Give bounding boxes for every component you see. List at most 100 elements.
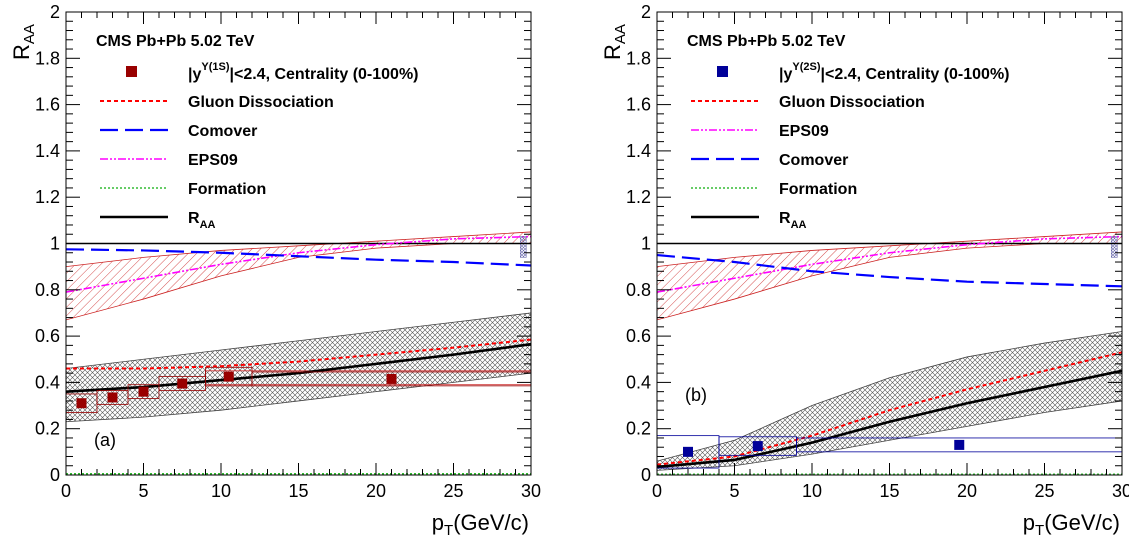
y-tick-label: 0.2 xyxy=(626,419,651,439)
x-tick-label: 5 xyxy=(729,481,739,501)
y-tick-label: 1.8 xyxy=(626,48,651,68)
y-axis-label: RAA xyxy=(600,24,629,60)
x-tick-label: 25 xyxy=(443,481,463,501)
eps09-band xyxy=(657,231,1122,321)
panel-label: (a) xyxy=(94,430,116,450)
x-tick-label: 0 xyxy=(652,481,662,501)
y-tick-label: 1.2 xyxy=(35,187,60,207)
y-tick-label: 0.4 xyxy=(35,372,60,392)
x-axis-label: pT(GeV/c) xyxy=(1023,510,1120,537)
data-point xyxy=(386,373,397,384)
x-tick-label: 10 xyxy=(802,481,822,501)
x-tick-label: 10 xyxy=(211,481,231,501)
raa-curve xyxy=(657,369,1122,469)
x-tick-label: 30 xyxy=(1112,481,1129,501)
legend-data-label: |yΥ(1S)|<2.4, Centrality (0-100%) xyxy=(188,61,419,83)
panel-b: 0 5 10 15 20 25 30 0 0.2 0.4 0.6 0.8 1 1.2 1.4 1.6 1.8 2 p… xyxy=(600,2,1129,537)
y-tick-label: 0.6 xyxy=(35,326,60,346)
legend-data-label: |yΥ(2S)|<2.4, Centrality (0-100%) xyxy=(779,61,1010,83)
legend-raa-label: RAA xyxy=(188,210,216,231)
legend-data-marker xyxy=(126,66,137,77)
x-axis-label-unit: (GeV/c) xyxy=(453,510,529,535)
y-tick-label: 1 xyxy=(50,234,60,254)
x-tick-label: 15 xyxy=(879,481,899,501)
legend-label-sub: AA xyxy=(791,219,807,231)
legend-data-sup: Υ(2S) xyxy=(792,61,820,73)
x-axis-label-sub: T xyxy=(1035,522,1044,537)
x-tick-label: 0 xyxy=(61,481,71,501)
legend-eps09-label: EPS09 xyxy=(188,152,238,169)
gluon-curve xyxy=(66,338,531,370)
global-uncertainty-box xyxy=(1111,236,1118,258)
x-tick-label: 15 xyxy=(288,481,308,501)
y-tick-label: 0 xyxy=(641,465,651,485)
syst-box xyxy=(796,437,1122,453)
chart-header: CMS Pb+Pb 5.02 TeV xyxy=(687,33,846,50)
syst-box xyxy=(127,384,160,400)
y-tick-label: 0.4 xyxy=(626,372,651,392)
legend-data-post: |<2.4, Centrality (0-100%) xyxy=(821,66,1010,83)
y-tick-label: 0.6 xyxy=(626,326,651,346)
y-tick-label: 1.2 xyxy=(626,187,651,207)
x-tick-label: 5 xyxy=(138,481,148,501)
y-axis-label-sub: AA xyxy=(612,24,629,44)
y-tick-label: 1.8 xyxy=(35,48,60,68)
legend-raa-label: RAA xyxy=(779,210,807,231)
y-tick-label: 2 xyxy=(50,2,60,22)
y-axis-label-sub: AA xyxy=(21,24,38,44)
x-tick-label: 20 xyxy=(957,481,977,501)
y-tick-label: 1.4 xyxy=(626,141,651,161)
plot-area xyxy=(66,231,531,475)
x-axis-label-unit: (GeV/c) xyxy=(1044,510,1120,535)
legend-gluon-label: Gluon Dissociation xyxy=(779,94,925,111)
y-axis-label: RAA xyxy=(9,24,38,60)
comover-curve xyxy=(66,248,531,267)
eps09-curve xyxy=(66,235,531,293)
x-tick-label: 20 xyxy=(366,481,386,501)
data-point xyxy=(752,441,763,452)
y-tick-label: 1 xyxy=(641,234,651,254)
data-point xyxy=(223,371,234,382)
legend-label-sub: AA xyxy=(200,219,216,231)
data-point xyxy=(76,398,87,409)
global-uncertainty-box xyxy=(520,236,527,258)
raa-band xyxy=(66,312,531,423)
comover-curve xyxy=(657,253,1122,288)
data-point xyxy=(683,446,693,457)
legend-data-marker xyxy=(717,66,728,77)
y-tick-label: 0.2 xyxy=(35,419,60,439)
panel-label: (b) xyxy=(685,385,707,405)
x-tick-label: 30 xyxy=(521,481,541,501)
legend-comover-label: Comover xyxy=(188,123,257,140)
eps09-curve xyxy=(657,235,1122,293)
raa-band xyxy=(657,331,1122,471)
y-tick-label: 2 xyxy=(641,2,651,22)
x-axis-label: pT(GeV/c) xyxy=(432,510,529,537)
x-axis-label-sub: T xyxy=(444,522,453,537)
gluon-curve xyxy=(657,351,1122,466)
legend-data-post: |<2.4, Centrality (0-100%) xyxy=(230,66,419,83)
y-tick-label: 0 xyxy=(50,465,60,485)
data-point xyxy=(107,392,118,403)
y-tick-label: 0.8 xyxy=(626,280,651,300)
data-point xyxy=(954,439,965,450)
y-tick-label: 1.6 xyxy=(35,95,60,115)
y-tick-label: 1.6 xyxy=(626,95,651,115)
legend-formation-label: Formation xyxy=(779,181,857,198)
syst-box xyxy=(251,371,531,387)
eps09-band xyxy=(66,231,531,321)
x-tick-label: 25 xyxy=(1034,481,1054,501)
plot-area xyxy=(657,231,1122,475)
data-point xyxy=(177,378,188,389)
legend-data-sup: Υ(1S) xyxy=(201,61,229,73)
y-tick-label: 1.4 xyxy=(35,141,60,161)
y-tick-label: 0.8 xyxy=(35,280,60,300)
legend-formation-label: Formation xyxy=(188,181,266,198)
data-point xyxy=(138,386,149,397)
legend-eps09-label: EPS09 xyxy=(779,123,829,140)
legend-comover-label: Comover xyxy=(779,152,848,169)
chart-header: CMS Pb+Pb 5.02 TeV xyxy=(96,33,255,50)
legend-gluon-label: Gluon Dissociation xyxy=(188,94,334,111)
panel-a: 0 5 10 15 20 25 30 0 0.2 0.4 0.6 0.8 1 1.2 1.4 1.6 1.8 2 p… xyxy=(9,2,541,537)
